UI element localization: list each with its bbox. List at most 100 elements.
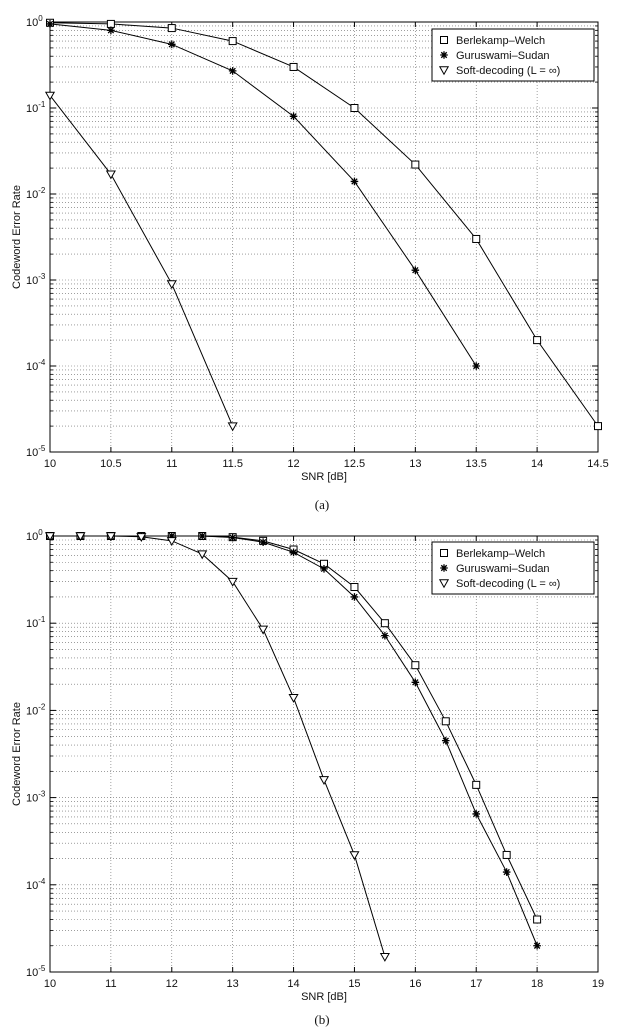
marker-square (411, 661, 420, 670)
marker-square (502, 850, 511, 859)
y-tick-label: 10-5 (26, 964, 46, 979)
x-axis-label: SNR [dB] (301, 991, 347, 1003)
x-tick-label: 11 (166, 458, 177, 470)
marker-triangle-down (105, 170, 116, 180)
marker-star (472, 810, 481, 818)
x-tick-label: 13 (409, 458, 421, 470)
y-axis-label: Codeword Error Rate (11, 702, 23, 806)
marker-triangle-down (197, 550, 208, 560)
x-tick-label: 12 (166, 978, 178, 990)
marker-star (350, 593, 359, 601)
x-tick-label: 14 (531, 458, 543, 470)
x-tick-label: 10.5 (100, 458, 121, 470)
y-tick-label: 10-4 (26, 877, 46, 892)
x-tick-label: 13.5 (466, 458, 487, 470)
chart-caption: (a) (315, 497, 329, 512)
y-tick-label: 10-5 (26, 444, 46, 459)
marker-star (440, 564, 448, 572)
marker-star (167, 40, 176, 49)
x-tick-label: 15 (348, 978, 360, 990)
marker-square (533, 915, 542, 924)
marker-star (472, 362, 481, 370)
marker-star (381, 631, 389, 640)
marker-star (441, 736, 450, 745)
marker-star (167, 532, 176, 540)
marker-star (289, 548, 298, 557)
marker-triangle-down (438, 579, 450, 589)
chart-b: 10 11 12 13 14 15 16 17 18 19 100 10-1 10-2 10-3 10-4 1… (11, 528, 604, 1027)
x-tick-label: 13 (227, 978, 239, 990)
x-tick-label: 11 (105, 978, 116, 990)
marker-triangle-down (349, 851, 360, 861)
marker-triangle-down (227, 577, 238, 587)
marker-star (198, 532, 207, 540)
marker-star (107, 26, 115, 35)
y-tick-label: 10-3 (26, 272, 46, 287)
x-tick-label: 10 (44, 978, 56, 990)
marker-square (440, 549, 448, 557)
y-tick-label: 10-2 (26, 702, 46, 717)
marker-star (320, 565, 328, 573)
x-tick-label: 14.5 (587, 458, 608, 470)
y-axis-label: Codeword Error Rate (11, 185, 23, 289)
marker-star (411, 678, 420, 687)
marker-square (594, 422, 602, 431)
marker-square (533, 336, 542, 345)
x-tick-label: 12.5 (344, 458, 365, 470)
series-3 (44, 91, 238, 432)
x-tick-label: 16 (409, 978, 421, 990)
marker-star (502, 868, 511, 876)
marker-triangle-down (136, 533, 147, 542)
chart-caption: (b) (314, 1012, 329, 1027)
legend: Berlekamp–Welch Guruswami–Sudan Soft-decod… (431, 541, 595, 595)
marker-square (380, 619, 389, 628)
legend-label: Berlekamp–Welch (456, 35, 545, 47)
chart-a: 10 10.5 11 11.5 12 12.5 13 13.5 14 14.5 100 10-1 10-… (11, 14, 609, 512)
marker-triangle-down (227, 422, 238, 432)
grid (50, 22, 598, 452)
marker-square (411, 160, 420, 169)
marker-triangle-down (438, 66, 450, 76)
x-tick-label: 18 (531, 978, 543, 990)
x-tick-label: 14 (287, 978, 299, 990)
legend-label: Soft-decoding (L = ∞) (456, 578, 560, 590)
y-tick-label: 100 (26, 14, 43, 29)
series-3 (44, 532, 390, 962)
y-tick-label: 10-1 (26, 615, 46, 630)
legend: Berlekamp–Welch Guruswami–Sudan Soft-decod… (431, 28, 595, 82)
legend-box (431, 28, 595, 82)
marker-square (440, 36, 448, 44)
marker-square (441, 717, 450, 726)
x-tick-label: 10 (44, 458, 56, 470)
x-tick-label: 17 (470, 978, 482, 990)
marker-triangle-down (288, 693, 299, 703)
series-line (49, 22, 599, 427)
marker-square (350, 583, 359, 592)
marker-triangle-down (318, 776, 330, 786)
marker-square (472, 780, 481, 789)
marker-star (228, 67, 237, 75)
marker-triangle-down (166, 280, 177, 290)
legend-label: Soft-decoding (L = ∞) (456, 65, 560, 77)
marker-star (440, 51, 448, 59)
marker-square (106, 19, 115, 28)
marker-triangle-down (105, 532, 116, 542)
marker-square (350, 104, 359, 112)
y-tick-label: 10-1 (26, 100, 46, 115)
marker-star (411, 266, 420, 275)
series-line (49, 23, 477, 367)
marker-square (289, 62, 298, 71)
marker-square (167, 24, 176, 33)
legend-label: Guruswami–Sudan (456, 563, 550, 575)
series-2 (46, 20, 481, 370)
marker-star (228, 533, 237, 542)
plot-frame (49, 21, 599, 453)
x-axis-label: SNR [dB] (301, 471, 347, 483)
x-tick-label: 11.5 (222, 458, 243, 470)
series-line (49, 95, 234, 427)
grid (50, 536, 598, 972)
marker-triangle-down (166, 537, 177, 547)
marker-triangle-down (44, 91, 56, 101)
y-tick-label: 10-2 (26, 186, 46, 201)
